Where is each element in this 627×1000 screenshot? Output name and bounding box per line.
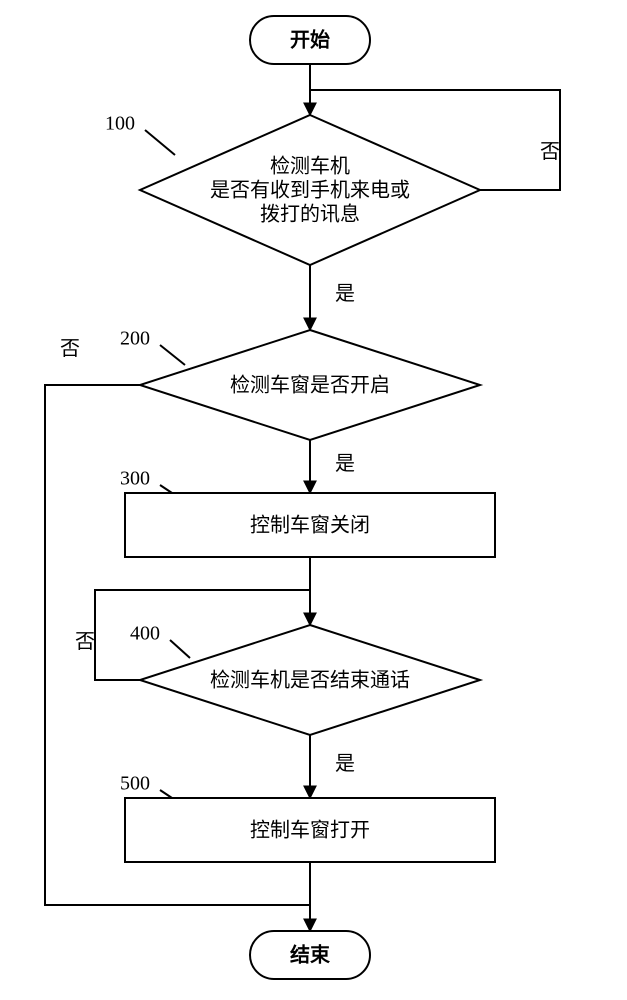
ref-leader-200	[160, 345, 185, 365]
decision-d200: 检测车窗是否开启	[140, 330, 480, 440]
decision-line-d200-0: 检测车窗是否开启	[230, 374, 390, 397]
ref-label-400: 400	[130, 623, 160, 645]
ref-label-500: 500	[120, 773, 150, 795]
edge-label-e_d100_no: 否	[540, 141, 560, 163]
decision-d100: 检测车机是否有收到手机来电或拨打的讯息	[140, 115, 480, 265]
decision-line-d100-0: 检测车机	[270, 155, 350, 178]
decision-line-d400-0: 检测车机是否结束通话	[210, 669, 410, 692]
process-p500: 控制车窗打开	[125, 798, 495, 862]
ref-label-200: 200	[120, 328, 150, 350]
ref-leader-100	[145, 130, 175, 155]
decision-line-d100-1: 是否有收到手机来电或	[210, 179, 410, 202]
decision-d400: 检测车机是否结束通话	[140, 625, 480, 735]
process-p300: 控制车窗关闭	[125, 493, 495, 557]
decision-line-d100-2: 拨打的讯息	[260, 203, 360, 226]
edge-label-e_d400_yes: 是	[335, 753, 355, 775]
ref-label-100: 100	[105, 113, 135, 135]
process-label-p300: 控制车窗关闭	[250, 514, 370, 537]
edge-label-e_d200_yes: 是	[335, 453, 355, 475]
edge-label-e_d400_no: 否	[75, 631, 95, 653]
ref-label-300: 300	[120, 468, 150, 490]
edge-label-e_d100_yes: 是	[335, 283, 355, 305]
terminal-label-start: 开始	[290, 28, 330, 52]
terminal-start: 开始	[250, 16, 370, 64]
ref-leader-400	[170, 640, 190, 658]
edge-label-e_d200_no: 否	[60, 338, 80, 360]
process-label-p500: 控制车窗打开	[250, 819, 370, 842]
terminal-end: 结束	[250, 931, 370, 979]
terminal-label-end: 结束	[290, 943, 331, 967]
